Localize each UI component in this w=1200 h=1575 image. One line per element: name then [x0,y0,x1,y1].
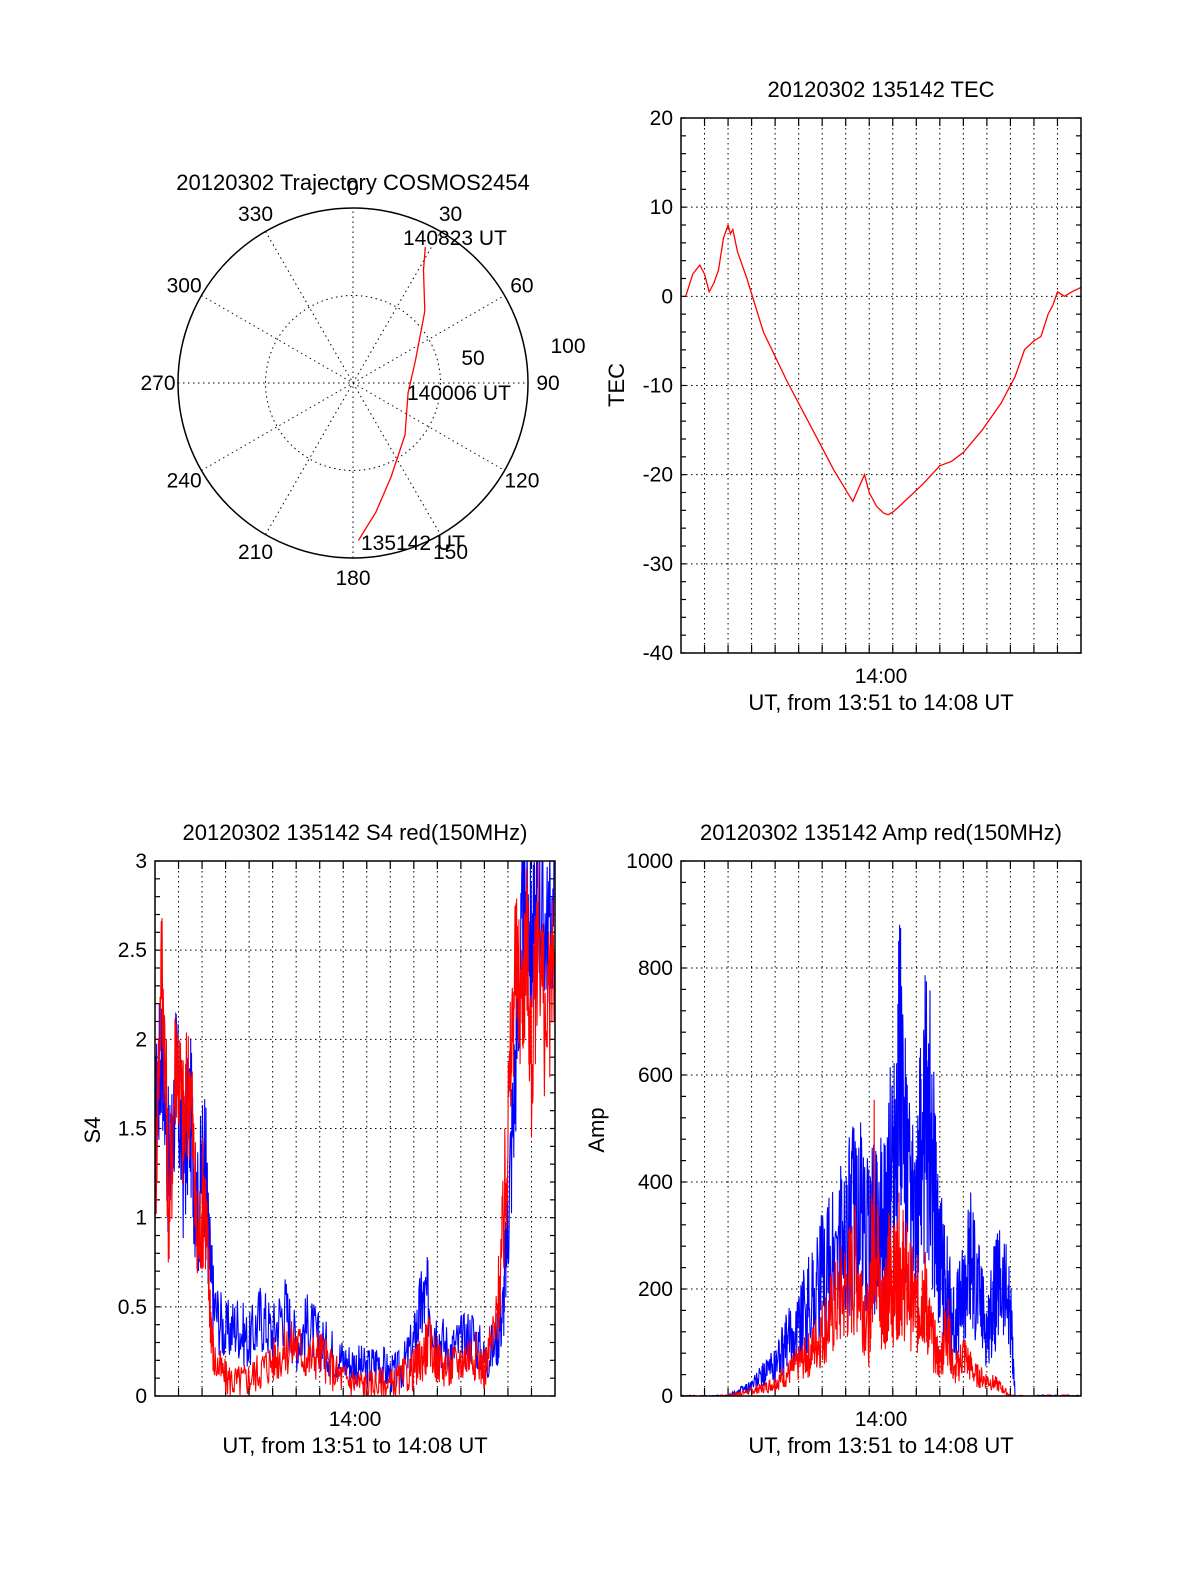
polar-angle-label-90: 90 [536,372,559,395]
polar-ring-50 [265,295,441,471]
polar-angle-label-180: 180 [335,567,370,590]
s4-grid [155,860,555,1397]
amp-plot-area [681,924,1079,1396]
tec-plot-frame [680,117,1082,654]
amp-y-axis-label: Amp [584,1107,609,1152]
polar-angle-label-60: 60 [510,275,533,298]
tec-title: 20120302 135142 TEC [767,77,994,102]
s4-y-axis-label: S4 [80,1117,105,1144]
s4-y-tick-label: 0.5 [118,1296,147,1319]
tec-y-tick-label: 10 [650,196,673,219]
polar-angle-label-210: 210 [238,541,273,564]
tec-y-tick-label: 20 [650,107,673,130]
tec-y-tick-label: -30 [643,553,673,576]
polar-angle-label-150: 150 [433,541,468,564]
s4-y-tick-label: 1.5 [118,1118,147,1141]
amp-y-tick-labels: 0 200 400 600 800 1000 [626,850,673,1408]
amp-panel: 20120302 135142 Amp red(150MHz) 0 200 400 6… [584,820,1082,1458]
s4-y-tick-label: 2.5 [118,939,147,962]
amp-y-tick-label: 400 [638,1171,673,1194]
s4-y-tick-label: 1 [135,1207,147,1230]
s4-panel: 20120302 135142 S4 red(150MHz) 0 0.5 1 1.5 2… [80,820,556,1458]
trajectory-title: 20120302 Trajectory COSMOS2454 [176,170,529,195]
tec-y-axis-label: TEC [604,363,629,407]
polar-grid [178,208,528,558]
polar-angle-label-270: 270 [140,372,175,395]
amp-blue-series-line [681,924,1079,1396]
polar-angle-label-300: 300 [167,275,202,298]
trajectory-start-annotation: 135142 UT [361,532,465,555]
trajectory-end-annotation: 140823 UT [403,227,507,250]
s4-red-series-line [155,861,555,1396]
amp-y-tick-label: 600 [638,1064,673,1087]
polar-angle-labels: 0 30 60 90 120 150 180 210 240 270 300 330 [140,177,559,590]
s4-y-tick-labels: 0 0.5 1 1.5 2 2.5 3 [118,850,147,1408]
amp-x-tick-1400: 14:00 [855,1408,908,1431]
s4-y-tick-label: 3 [135,850,147,873]
tec-y-tick-label: 0 [661,285,673,308]
s4-x-tick-1400: 14:00 [329,1408,382,1431]
amp-y-tick-label: 0 [661,1385,673,1408]
tec-x-tick-1400: 14:00 [855,665,908,688]
trajectory-panel: 20120302 Trajectory COSMOS2454 0 30 60 90 12… [140,170,585,590]
polar-spoke-150 [265,231,441,535]
polar-outer-ring [177,207,529,559]
amp-red-series-line [681,1099,1079,1396]
radial-label-100: 100 [550,335,585,358]
amp-plot-frame [680,860,1082,1397]
tec-panel: 20120302 135142 TEC -40 -30 -20 -10 0 10 20 14… [604,77,1082,715]
tec-y-tick-labels: -40 -30 -20 -10 0 10 20 [643,107,673,665]
tec-y-tick-label: -40 [643,642,673,665]
amp-title: 20120302 135142 Amp red(150MHz) [700,820,1062,845]
polar-angle-label-330: 330 [238,203,273,226]
tec-x-axis-label: UT, from 13:51 to 14:08 UT [748,690,1013,715]
amp-y-tick-label: 800 [638,957,673,980]
s4-y-tick-label: 0 [135,1385,147,1408]
trajectory-mid-annotation: 140006 UT [407,382,511,405]
polar-angle-label-30: 30 [439,203,462,226]
s4-x-axis-label: UT, from 13:51 to 14:08 UT [222,1433,487,1458]
s4-blue-series-line [155,861,555,1393]
trajectory-line [357,246,426,541]
tec-y-tick-label: -20 [643,464,673,487]
amp-y-tick-label: 1000 [626,850,673,873]
s4-plot-area [155,861,555,1396]
tec-grid [681,117,1081,654]
s4-title: 20120302 135142 S4 red(150MHz) [183,820,528,845]
polar-angle-label-0: 0 [347,177,359,200]
polar-angle-label-120: 120 [504,470,539,493]
polar-angle-label-240: 240 [167,470,202,493]
amp-x-axis-label: UT, from 13:51 to 14:08 UT [748,1433,1013,1458]
tec-y-tick-label: -10 [643,375,673,398]
tec-series-line [685,222,1082,516]
s4-plot-frame [154,860,556,1397]
amp-y-tick-label: 200 [638,1278,673,1301]
s4-y-tick-label: 2 [135,1028,147,1051]
radial-label-50: 50 [461,347,484,370]
